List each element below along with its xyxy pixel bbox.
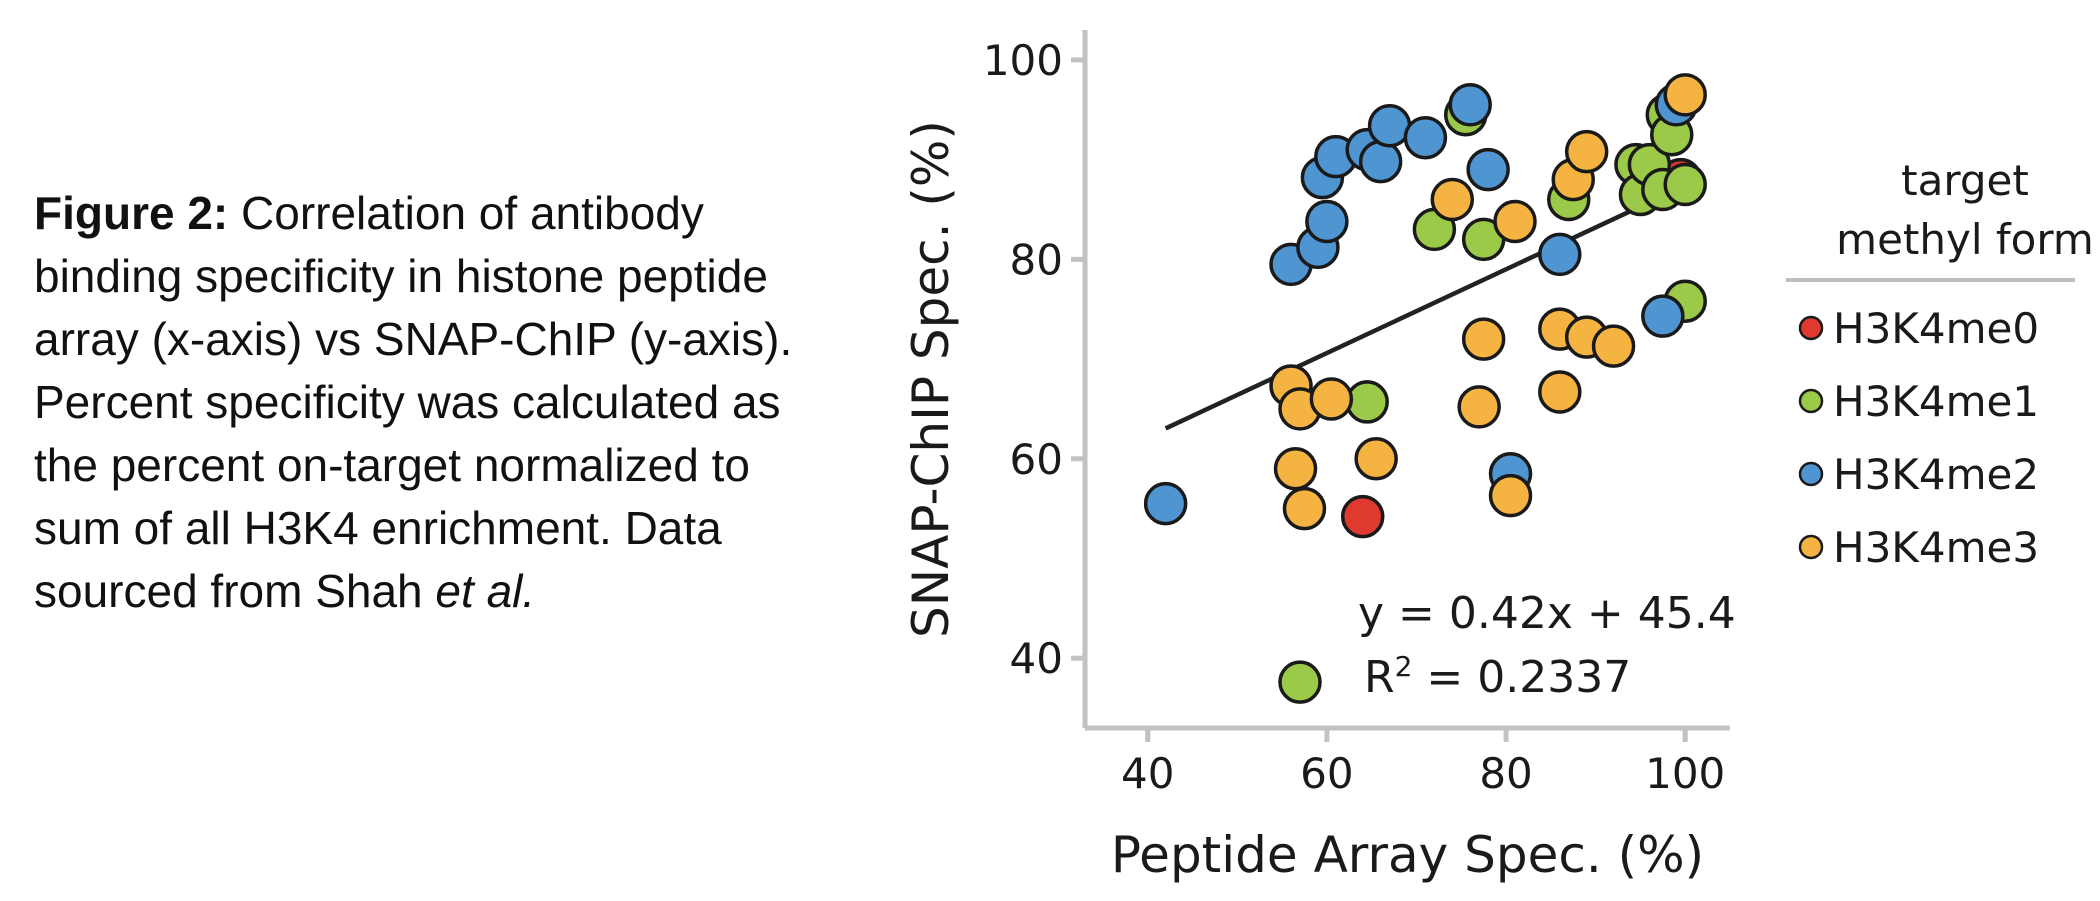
data-point-h3k4me2	[1305, 199, 1349, 244]
data-point-h3k4me2	[1367, 103, 1412, 148]
r-squared-symbol: R	[1364, 652, 1395, 703]
regression-annotation: y = 0.42x + 45.4 R2 = 0.2337	[1358, 588, 1736, 703]
data-point-h3k4me3	[1564, 129, 1609, 174]
legend-label-h3k4me1: H3K4me1	[1833, 377, 2039, 426]
legend-marker-h3k4me3	[1798, 534, 1824, 560]
x-tick-label: 80	[1479, 749, 1532, 798]
r-squared-label: R2 = 0.2337	[1364, 650, 1631, 703]
data-point-h3k4me1	[1278, 660, 1322, 704]
x-axis-title: Peptide Array Spec. (%)	[1111, 826, 1704, 884]
legend-title-line1: target	[1901, 156, 2029, 205]
r-squared-value: = 0.2337	[1412, 652, 1631, 703]
legend-label-h3k4me3: H3K4me3	[1833, 523, 2039, 572]
y-tick-label: 40	[1010, 634, 1063, 683]
axes: 40 60 80 100 40 60 80 100 Peptide Array Spec. (%…	[902, 30, 1730, 884]
data-point-h3k4me2	[1143, 481, 1188, 526]
y-tick-label: 100	[983, 36, 1063, 85]
figure-caption: Figure 2: Correlation of antibody bindin…	[34, 182, 834, 623]
data-point-h3k4me2	[1358, 139, 1403, 184]
data-point-h3k4me2	[1641, 294, 1685, 338]
legend-marker-h3k4me0	[1798, 315, 1824, 341]
caption-text: Correlation of antibody binding specific…	[34, 187, 793, 617]
data-point-h3k4me3	[1538, 370, 1582, 414]
x-tick-label: 40	[1121, 749, 1174, 798]
data-point-h3k4me3	[1488, 473, 1533, 518]
data-point-h3k4me2	[1448, 83, 1492, 127]
data-point-h3k4me3	[1457, 385, 1501, 429]
regression-line	[1164, 183, 1687, 431]
legend: target methyl form H3K4me0 H3K4me1 H3K4me2…	[1786, 156, 2094, 572]
legend-marker-h3k4me1	[1798, 388, 1824, 414]
data-point-h3k4me3	[1430, 177, 1475, 222]
regression-equation: y = 0.42x + 45.4	[1358, 588, 1736, 639]
x-tick-label: 100	[1645, 749, 1725, 798]
legend-label-h3k4me0: H3K4me0	[1833, 304, 2039, 353]
data-point-h3k4me3	[1282, 486, 1327, 531]
data-point-h3k4me3	[1493, 199, 1537, 244]
legend-title-line2: methyl form	[1836, 215, 2094, 264]
data-point-h3k4me3	[1273, 446, 1318, 491]
legend-items: H3K4me0 H3K4me1 H3K4me2 H3K4me3	[1798, 304, 2039, 572]
caption-label: Figure 2:	[34, 187, 229, 239]
data-point-h3k4me0	[1340, 494, 1385, 539]
x-tick-label: 60	[1300, 749, 1353, 798]
y-axis-title: SNAP-ChIP Spec. (%)	[902, 120, 960, 638]
data-point-h3k4me3	[1663, 73, 1707, 117]
r-squared-superscript: 2	[1395, 650, 1413, 683]
caption-italic: et al.	[435, 565, 536, 617]
y-tick-label: 60	[1010, 435, 1063, 484]
data-point-h3k4me1	[1345, 380, 1389, 424]
data-point-h3k4me3	[1591, 324, 1636, 368]
data-point-h3k4me2	[1403, 115, 1448, 160]
data-points	[1143, 73, 1707, 704]
regression-line-group	[1164, 183, 1687, 431]
data-point-h3k4me1	[1663, 162, 1707, 207]
data-point-h3k4me3	[1354, 437, 1398, 481]
legend-marker-h3k4me2	[1798, 461, 1824, 487]
data-point-h3k4me3	[1461, 317, 1506, 361]
data-point-h3k4me3	[1309, 377, 1354, 421]
legend-label-h3k4me2: H3K4me2	[1833, 450, 2039, 499]
data-point-h3k4me2	[1466, 147, 1510, 192]
y-tick-label: 80	[1010, 235, 1063, 284]
data-point-h3k4me2	[1538, 232, 1582, 277]
